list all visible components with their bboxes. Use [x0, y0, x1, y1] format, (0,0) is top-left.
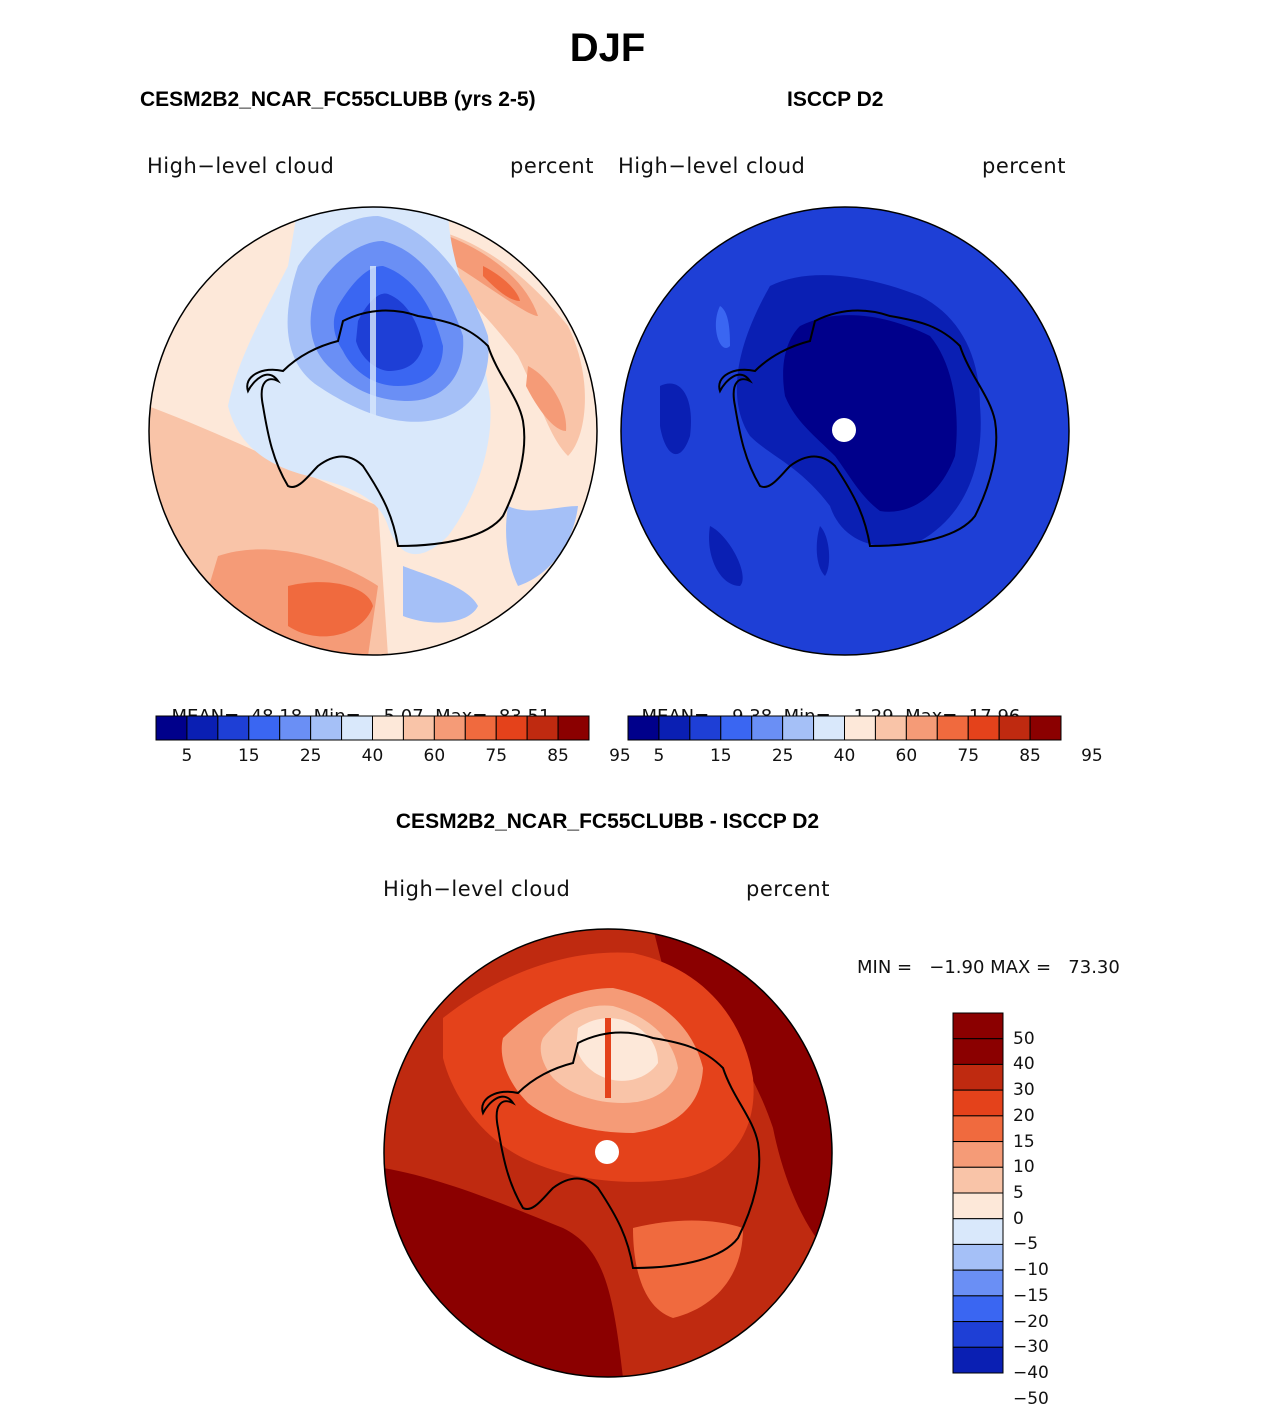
panel1-colorbar-box: [557, 715, 590, 741]
panel3-colorbar-tick-label: 0: [1013, 1208, 1024, 1229]
panel1-colorbar-box: [433, 715, 466, 741]
panel1-colorbar-tick-label: 75: [485, 746, 508, 766]
panel2-title: ISCCP D2: [787, 88, 884, 111]
panel1-colorbar-box: [217, 715, 250, 741]
panel1-colorbar-box: [464, 715, 497, 741]
panel3-polar-map: [383, 928, 833, 1378]
panel1-colorbar-box: [310, 715, 343, 741]
panel2-colorbar-box: [782, 715, 815, 741]
panel1-colorbar: [155, 715, 590, 741]
panel2-colorbar-box: [1029, 715, 1062, 741]
panel3-colorbar-tick-label: −50: [1013, 1388, 1049, 1409]
panel3-colorbar-tick-label: 10: [1013, 1157, 1035, 1178]
panel1-title: CESM2B2_NCAR_FC55CLUBB (yrs 2-5): [140, 88, 536, 111]
panel3-colorbar-tick-label: 5: [1013, 1183, 1024, 1203]
panel3-colorbar-box: [952, 1243, 1004, 1271]
panel1-colorbar-tick-label: 25: [299, 746, 322, 766]
panel3-colorbar-box: [952, 1218, 1004, 1245]
panel3-colorbar-tick-label: −30: [1013, 1337, 1049, 1358]
panel3-colorbar-box: [952, 1192, 1004, 1220]
panel1-colorbar-box: [495, 715, 528, 741]
panel1-units-label: percent: [510, 154, 594, 178]
panel3-min-max-stats: MIN = −1.90 MAX = 73.30: [857, 957, 1120, 978]
panel2-colorbar-tick-label: 75: [957, 746, 980, 766]
panel3-colorbar-box: [952, 1166, 1004, 1194]
panel2-colorbar-box: [751, 715, 784, 741]
panel2-colorbar-box: [689, 715, 722, 741]
panel3-colorbar-tick-label: 40: [1013, 1054, 1035, 1075]
panel1-colorbar-box: [248, 715, 281, 741]
panel3-colorbar-tick-label: −40: [1013, 1363, 1049, 1383]
panel1-colorbar-box: [526, 715, 559, 741]
panel3-title: CESM2B2_NCAR_FC55CLUBB - ISCCP D2: [395, 810, 820, 833]
panel1-colorbar-box: [372, 715, 404, 741]
panel3-colorbar-tick-label: 15: [1013, 1131, 1035, 1152]
panel2-colorbar-box: [813, 715, 845, 741]
panel1-variable-label: High−level cloud: [147, 154, 335, 178]
panel3-colorbar-tick-label: 50: [1013, 1028, 1035, 1049]
panel2-variable-label: High−level cloud: [618, 154, 806, 178]
panel2-colorbar-tick-label: 95: [1081, 746, 1103, 766]
panel3-colorbar-tick-label: −20: [1013, 1311, 1049, 1332]
panel1-colorbar-tick-label: 85: [547, 746, 569, 766]
panel3-units-label: percent: [746, 877, 830, 901]
panel1-colorbar-tick-label: 5: [181, 746, 193, 766]
panel1-colorbar-box: [186, 715, 219, 741]
panel1-colorbar-ticks: 5 15 25 40 60 75 85 95: [156, 746, 631, 770]
panel3-colorbar: [952, 1012, 1004, 1374]
panel3-colorbar-tick-label: −15: [1013, 1285, 1049, 1306]
panel2-units-label: percent: [982, 154, 1066, 178]
panel3-colorbar-box: [952, 1089, 1004, 1117]
panel2-colorbar-tick-label: 60: [895, 746, 918, 766]
panel2-colorbar-box: [967, 715, 1000, 741]
panel1-colorbar-tick-label: 95: [609, 746, 631, 766]
panel3-colorbar-box: [952, 1321, 1004, 1348]
panel1-colorbar-tick-label: 15: [237, 746, 260, 766]
panel3-variable-label: High−level cloud: [383, 877, 571, 901]
panel3-colorbar-tick-label: 30: [1013, 1080, 1035, 1101]
panel3-colorbar-box: [952, 1269, 1004, 1297]
panel2-colorbar-tick-label: 40: [833, 746, 856, 766]
figure-title: DJF: [569, 26, 646, 70]
panel1-colorbar-box: [155, 715, 188, 741]
panel3-colorbar-box: [952, 1295, 1004, 1323]
panel3-colorbar-tick-label: −10: [1013, 1260, 1049, 1281]
panel3-colorbar-box: [952, 1115, 1004, 1143]
panel2-colorbar-box: [905, 715, 938, 741]
panel2-colorbar-ticks: 5 15 25 40 60 75 85 95: [628, 746, 1103, 770]
panel2-colorbar-box: [874, 715, 907, 741]
panel3-colorbar-box: [952, 1141, 1004, 1168]
panel3-colorbar-tick-label: −5: [1013, 1234, 1039, 1255]
panel1-colorbar-box: [279, 715, 312, 741]
panel3-colorbar-ticks: 50 40 30 20 15 10 5 0 −5 −10 −15 −20 −30 −40 −50: [1013, 1013, 1073, 1409]
panel3-colorbar-box: [952, 1346, 1004, 1374]
panel1-colorbar-tick-label: 60: [423, 746, 446, 766]
panel2-colorbar-box: [844, 715, 876, 741]
panel2-colorbar-tick-label: 5: [653, 746, 665, 766]
panel2-colorbar-tick-label: 25: [771, 746, 794, 766]
panel2-colorbar-tick-label: 15: [709, 746, 732, 766]
panel2-colorbar-box: [998, 715, 1031, 741]
panel2-colorbar-box: [720, 715, 753, 741]
panel3-colorbar-box: [952, 1063, 1004, 1091]
panel3-colorbar-box: [952, 1012, 1004, 1040]
panel2-colorbar-box: [627, 715, 660, 741]
panel1-colorbar-tick-label: 40: [361, 746, 384, 766]
panel2-colorbar-box: [936, 715, 969, 741]
panel3-colorbar-tick-label: 20: [1013, 1105, 1035, 1126]
panel3-colorbar-box: [952, 1038, 1004, 1065]
panel2-polar-map: [620, 206, 1070, 656]
panel2-colorbar: [627, 715, 1062, 741]
panel1-colorbar-box: [341, 715, 373, 741]
panel2-colorbar-tick-label: 85: [1019, 746, 1041, 766]
panel2-colorbar-box: [658, 715, 691, 741]
panel1-colorbar-box: [402, 715, 435, 741]
panel1-polar-map: [148, 206, 598, 656]
